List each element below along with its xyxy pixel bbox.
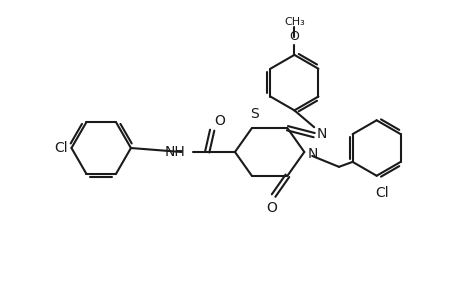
- Text: N: N: [315, 127, 326, 141]
- Text: O: O: [214, 114, 224, 128]
- Text: S: S: [250, 107, 258, 121]
- Text: Cl: Cl: [374, 186, 387, 200]
- Text: CH₃: CH₃: [283, 17, 304, 27]
- Text: Cl: Cl: [54, 141, 67, 155]
- Text: O: O: [289, 30, 299, 43]
- Text: NH: NH: [164, 145, 185, 159]
- Text: N: N: [307, 147, 317, 161]
- Text: O: O: [266, 200, 276, 214]
